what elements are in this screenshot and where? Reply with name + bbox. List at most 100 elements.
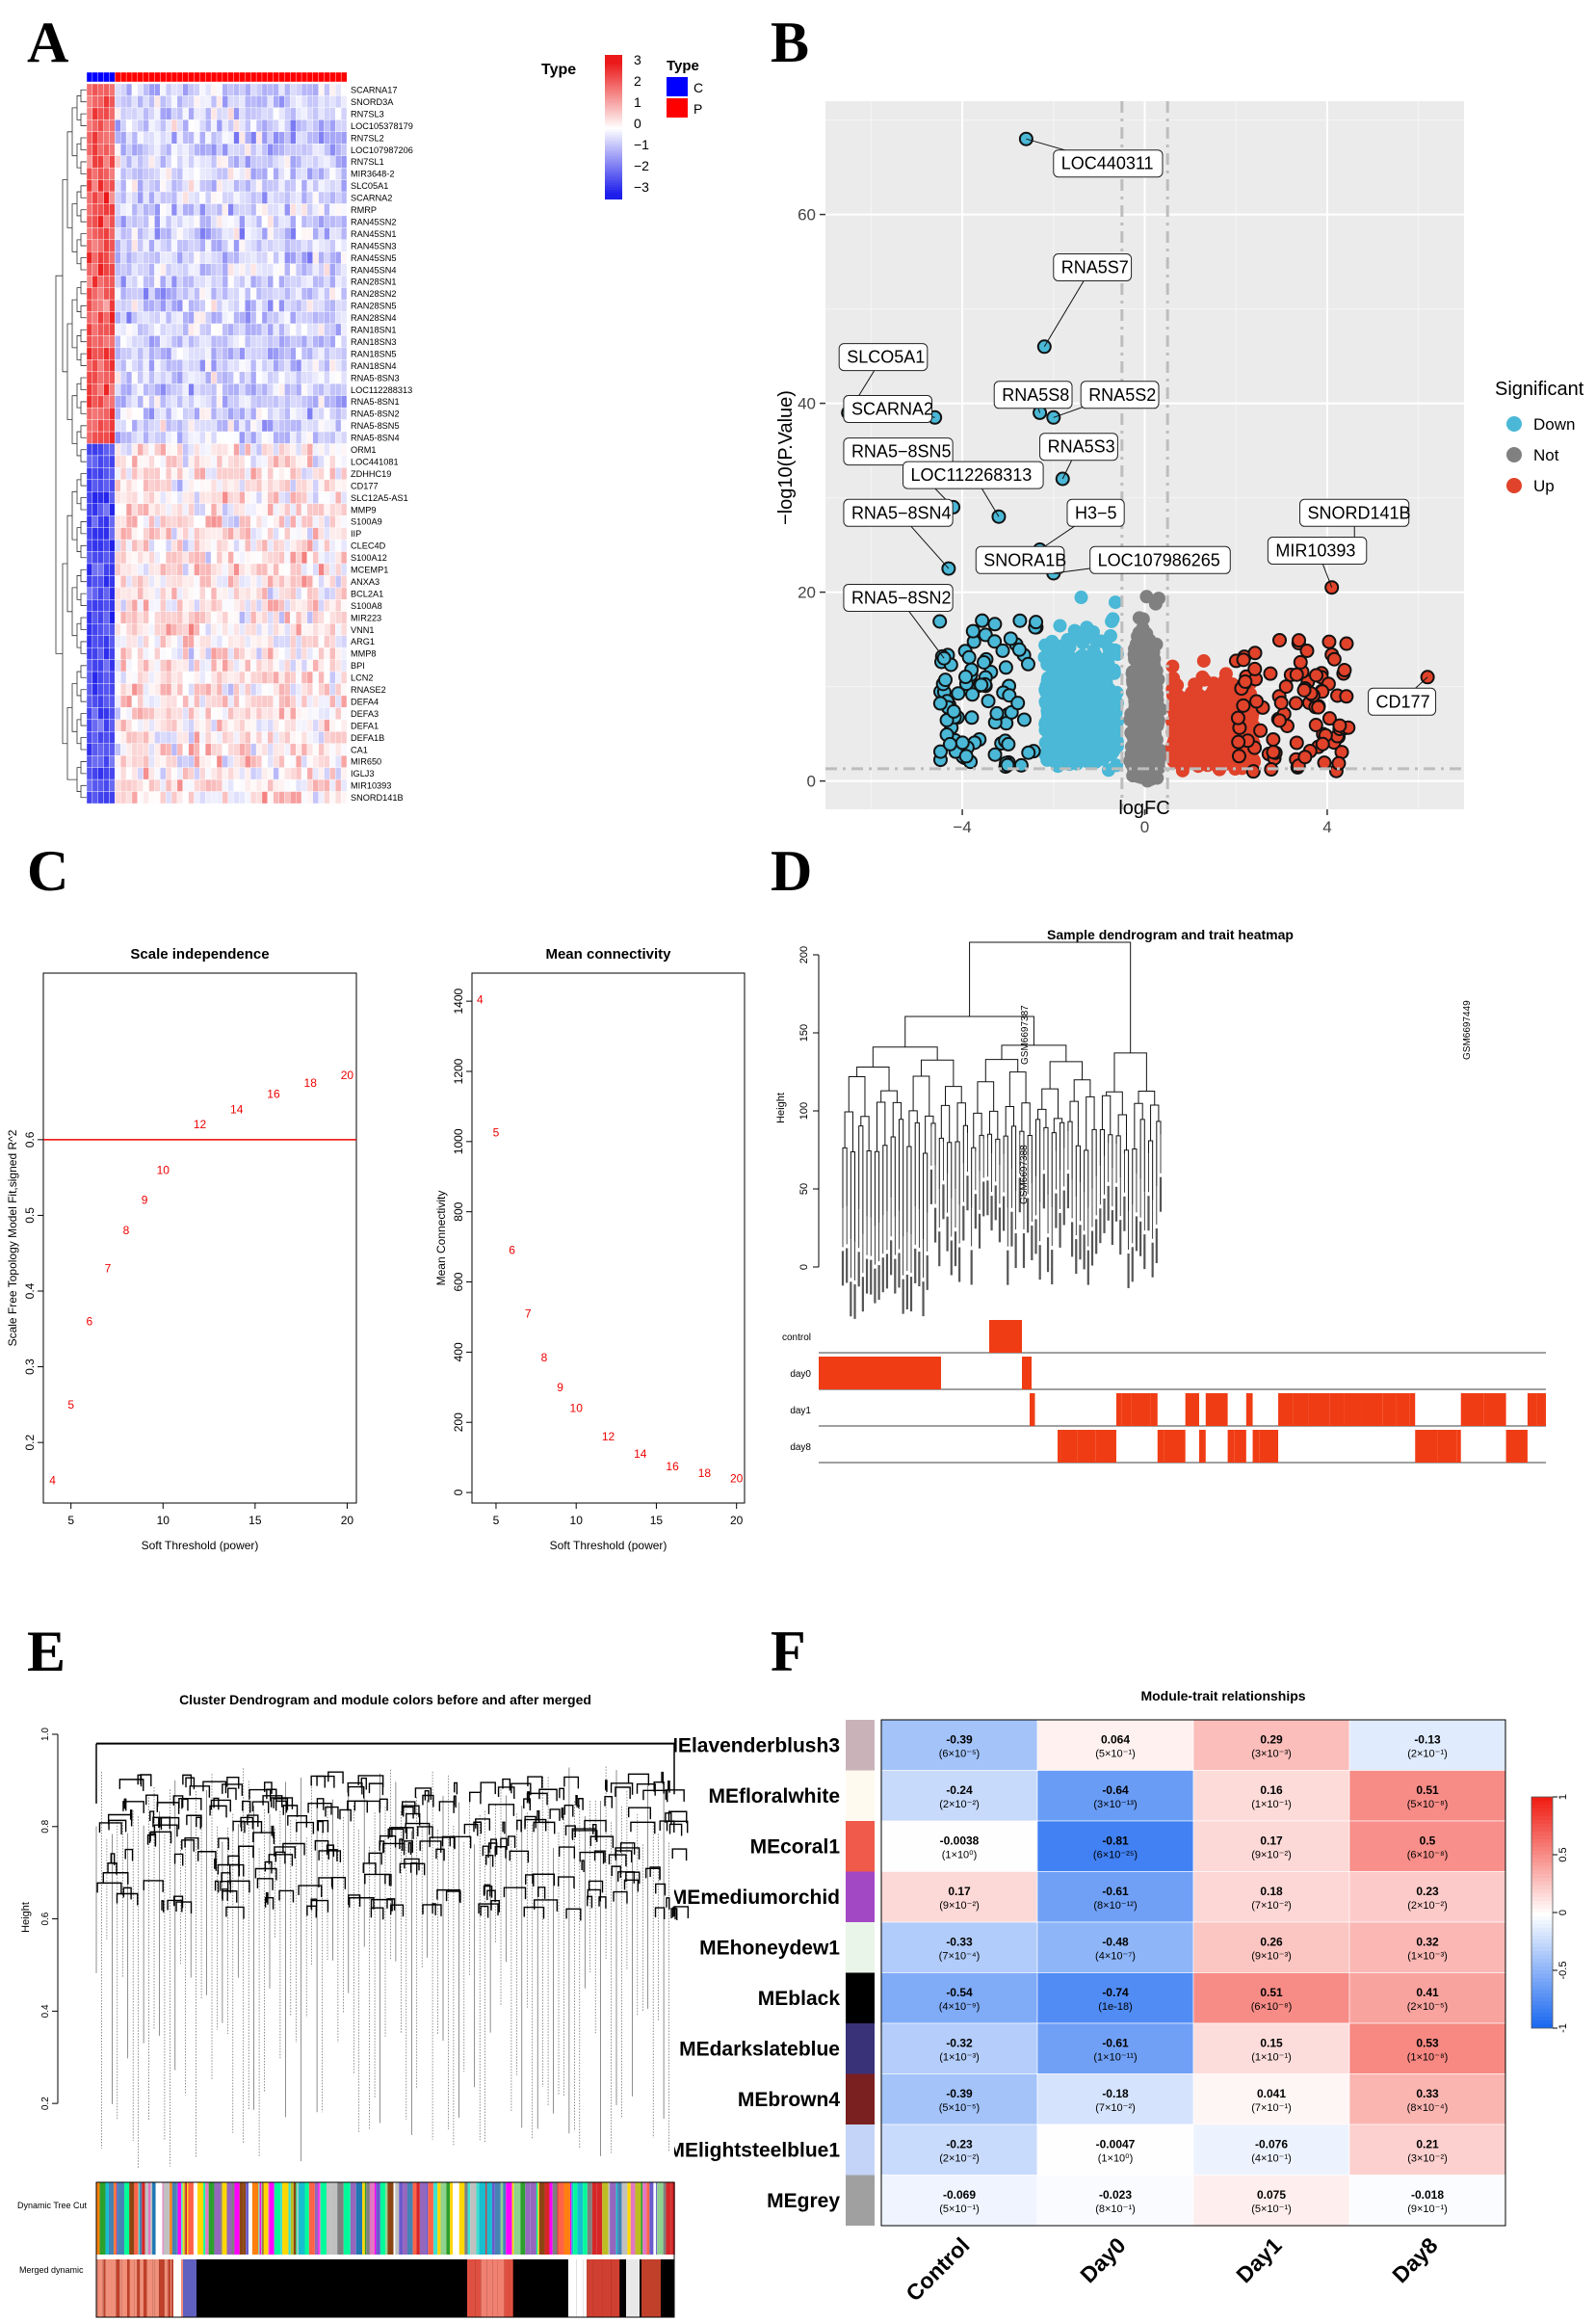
heatmap-cell <box>306 719 313 732</box>
heatmap-cell <box>301 155 308 169</box>
heatmap-cell <box>109 107 116 120</box>
gene-label: LOC441081 <box>351 457 399 466</box>
heatmap-cell <box>125 551 133 565</box>
heatmap-cell <box>103 551 110 565</box>
heatmap-cell <box>143 347 149 360</box>
type-cell <box>278 71 285 83</box>
heatmap-cell <box>205 167 212 180</box>
heatmap-cell <box>176 263 183 277</box>
heatmap-cell <box>97 659 104 673</box>
heatmap-cell <box>255 371 263 384</box>
heatmap-cell <box>245 587 251 600</box>
heatmap-cell <box>199 203 206 217</box>
heatmap-cell <box>137 203 144 217</box>
dendro-branch <box>80 521 87 535</box>
heatmap-cell <box>250 611 257 624</box>
heatmap-cell <box>245 179 251 193</box>
heatmap-cell <box>170 719 178 732</box>
heatmap-cell <box>165 167 172 180</box>
dendro-branch <box>71 299 77 349</box>
heatmap-cell <box>295 611 302 624</box>
heatmap-cell <box>318 527 325 541</box>
heatmap-cell <box>233 527 240 541</box>
heatmap-cell <box>199 707 206 721</box>
heatmap-cell <box>245 646 251 660</box>
gene-label: ARG1 <box>351 637 375 646</box>
heatmap-cell <box>227 767 234 780</box>
heatmap-cell <box>267 767 274 780</box>
heatmap-cell <box>160 455 167 468</box>
heatmap-cell <box>103 323 110 336</box>
type-cell <box>306 71 314 83</box>
heatmap-cell <box>103 611 110 624</box>
heatmap-cell <box>160 95 167 109</box>
heatmap-cell <box>125 731 133 744</box>
heatmap-cell <box>194 443 200 457</box>
heatmap-cell <box>194 671 200 684</box>
heatmap-cell <box>295 587 302 600</box>
heatmap-cell <box>115 191 121 204</box>
heatmap-cell <box>120 755 127 768</box>
heatmap-cell <box>306 575 313 589</box>
gene-label: RNA5-8SN5 <box>351 421 400 431</box>
heatmap-cell <box>160 778 167 792</box>
gene-label: MIR650 <box>351 757 381 767</box>
heatmap-cell <box>245 407 251 420</box>
heatmap-cell <box>125 191 133 204</box>
heatmap-cell <box>125 251 133 264</box>
heatmap-cell <box>182 503 189 516</box>
heatmap-cell <box>284 671 291 684</box>
point-not <box>1133 699 1147 713</box>
gene-label: MIR3648-2 <box>351 170 394 179</box>
heatmap-cell <box>312 563 319 576</box>
heatmap-cell <box>233 335 240 349</box>
heatmap-cell <box>210 575 218 589</box>
dendro-branch <box>80 761 87 775</box>
heatmap-cell <box>165 299 172 312</box>
heatmap-cell <box>137 503 144 516</box>
heatmap-cell <box>120 671 127 684</box>
heatmap-cell <box>115 443 121 457</box>
heatmap-cell <box>233 455 240 468</box>
heatmap-cell <box>295 491 302 504</box>
heatmap-cell <box>267 359 274 372</box>
heatmap-cell <box>267 443 274 457</box>
heatmap-cell <box>165 107 172 120</box>
heatmap-cell <box>335 731 342 744</box>
heatmap-cell <box>199 623 206 636</box>
type-cell <box>301 71 308 83</box>
heatmap-cell <box>216 695 223 708</box>
heatmap-cell <box>267 575 274 589</box>
heatmap-cell <box>86 778 93 792</box>
heatmap-cell <box>306 371 313 384</box>
heatmap-cell <box>284 263 291 277</box>
heatmap-cell <box>176 575 183 589</box>
heatmap-cell <box>295 695 302 708</box>
heatmap-cell <box>148 623 155 636</box>
heatmap-cell <box>245 335 251 349</box>
heatmap-cell <box>273 251 279 264</box>
heatmap-cell <box>143 491 149 504</box>
heatmap-cell <box>92 755 98 768</box>
heatmap-cell <box>160 707 167 721</box>
heatmap-cell <box>176 551 183 565</box>
heatmap-cell <box>273 731 279 744</box>
heatmap-cell <box>222 659 228 673</box>
heatmap-cell <box>227 215 234 228</box>
heatmap-cell <box>290 167 297 180</box>
heatmap-cell <box>210 671 218 684</box>
heatmap-cell <box>97 683 104 697</box>
heatmap-cell <box>131 767 139 780</box>
heatmap-cell <box>170 683 178 697</box>
heatmap-cell <box>278 731 285 744</box>
heatmap-cell <box>188 83 195 96</box>
heatmap-cell <box>227 695 234 708</box>
heatmap-cell <box>312 227 319 241</box>
heatmap-cell <box>170 659 178 673</box>
heatmap-cell <box>239 359 246 372</box>
type-cell <box>205 71 212 83</box>
heatmap-cell <box>188 155 195 169</box>
type-cell <box>165 71 172 83</box>
gene-label: RAN45SN5 <box>351 253 397 263</box>
heatmap-cell <box>210 767 218 780</box>
